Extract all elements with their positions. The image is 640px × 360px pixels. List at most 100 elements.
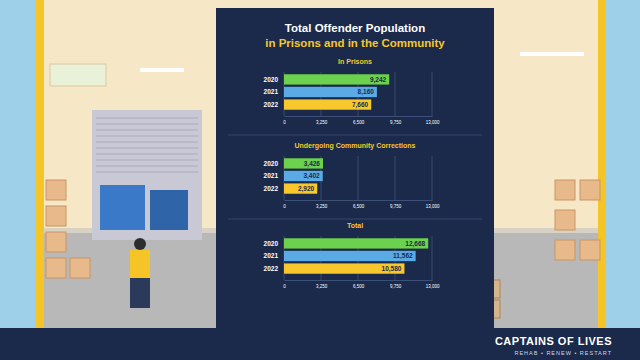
axis-line xyxy=(285,280,433,281)
bars xyxy=(284,238,428,273)
bars xyxy=(284,74,389,109)
garage-slat xyxy=(96,136,198,137)
right-edge xyxy=(604,0,640,360)
tick: 3,250 xyxy=(316,116,328,125)
tick-label: 9,750 xyxy=(390,204,402,209)
garage xyxy=(92,110,202,240)
tick: 2022 xyxy=(264,101,284,108)
garage-slat xyxy=(96,172,198,173)
data-label: 8,160 xyxy=(358,88,375,96)
left-edge xyxy=(0,0,40,360)
tick-label: 2021 xyxy=(264,88,279,95)
truck xyxy=(100,185,145,230)
garage-slat xyxy=(96,130,198,131)
tick-label: 9,750 xyxy=(390,284,402,289)
subchart: 12,66811,56210,58020202021202203,2506,50… xyxy=(264,236,440,289)
data-label: 2,920 xyxy=(298,185,315,193)
pillar xyxy=(36,0,44,330)
panel xyxy=(216,8,494,330)
garage-slat xyxy=(96,142,198,143)
tick: 6,500 xyxy=(353,200,365,209)
subtitle: in Prisons and in the Community xyxy=(265,37,445,49)
chart-title: Undergoing Community Corrections xyxy=(295,142,416,150)
grid-line xyxy=(432,236,433,280)
garage-slat xyxy=(96,154,198,155)
tick-label: 6,500 xyxy=(353,204,365,209)
pillar xyxy=(598,0,606,330)
box xyxy=(70,258,90,278)
data-label: 7,660 xyxy=(352,101,369,109)
tick: 0 xyxy=(283,116,286,125)
grid-line xyxy=(395,156,396,200)
tick: 6,500 xyxy=(353,116,365,125)
tick-label: 0 xyxy=(283,284,286,289)
tick-label: 6,500 xyxy=(353,284,365,289)
tick: 3,250 xyxy=(316,200,328,209)
wall xyxy=(0,0,640,360)
bar xyxy=(284,251,416,261)
lamp xyxy=(520,52,584,56)
tick-label: 2022 xyxy=(264,185,279,192)
tick: 2020 xyxy=(264,76,284,83)
box xyxy=(46,258,66,278)
title: Total Offender Population xyxy=(285,22,425,34)
bar xyxy=(284,158,323,168)
grid-line xyxy=(432,72,433,116)
bar xyxy=(284,74,389,84)
tick-label: 13,000 xyxy=(426,120,440,125)
tick-label: 2020 xyxy=(264,76,279,83)
tick-label: 2021 xyxy=(264,172,279,179)
data-label: 10,580 xyxy=(382,265,402,273)
chart-title: In Prisons xyxy=(338,58,372,65)
bars xyxy=(284,158,323,193)
data-label: 11,562 xyxy=(393,252,413,260)
tick: 2021 xyxy=(264,172,284,179)
grid xyxy=(284,156,432,200)
category-axis: 2020 2021 2022 xyxy=(264,160,284,192)
grid-line xyxy=(432,156,433,200)
tick-label: 0 xyxy=(283,120,286,125)
bar xyxy=(284,238,428,248)
garage-slat xyxy=(96,124,198,125)
bar xyxy=(284,183,317,193)
separator xyxy=(228,135,482,136)
tick: 9,750 xyxy=(390,116,402,125)
tick-label: 2022 xyxy=(264,101,279,108)
tick-label: 9,750 xyxy=(390,120,402,125)
tick: 3,250 xyxy=(316,280,328,289)
bar xyxy=(284,99,371,109)
grid-line xyxy=(395,72,396,116)
tick-label: 6,500 xyxy=(353,120,365,125)
garage-slat xyxy=(96,148,198,149)
tick-label: 3,250 xyxy=(316,120,328,125)
data-labels: 9,2428,1607,660 xyxy=(352,76,387,109)
grid-line xyxy=(358,156,359,200)
grid xyxy=(284,236,432,280)
subchart: 9,2428,1607,66020202021202203,2506,5009,… xyxy=(264,72,440,125)
axis-line xyxy=(285,116,433,117)
tick-label: 2022 xyxy=(264,265,279,272)
category-axis: 2020 2021 2022 xyxy=(264,76,284,108)
tick: 13,000 xyxy=(426,116,440,125)
tick-label: 2021 xyxy=(264,252,279,259)
tick-label: 2020 xyxy=(264,240,279,247)
tick-label: 0 xyxy=(283,204,286,209)
worker-legs xyxy=(130,278,150,308)
worker-head xyxy=(134,238,146,250)
tick: 6,500 xyxy=(353,280,365,289)
lamp xyxy=(140,68,184,72)
chart-title: Total xyxy=(347,222,363,229)
tick: 2022 xyxy=(264,265,284,272)
value-axis: 03,2506,5009,75013,000 xyxy=(283,200,440,209)
separator xyxy=(228,219,482,220)
grid xyxy=(284,72,432,116)
tick-label: 2020 xyxy=(264,160,279,167)
category-axis: 2020 2021 2022 xyxy=(264,240,284,272)
tick: 2020 xyxy=(264,240,284,247)
tick: 2021 xyxy=(264,252,284,259)
garage-slat xyxy=(96,166,198,167)
tick: 13,000 xyxy=(426,280,440,289)
garage-slat xyxy=(96,160,198,161)
bar xyxy=(284,171,323,181)
box xyxy=(46,180,66,200)
